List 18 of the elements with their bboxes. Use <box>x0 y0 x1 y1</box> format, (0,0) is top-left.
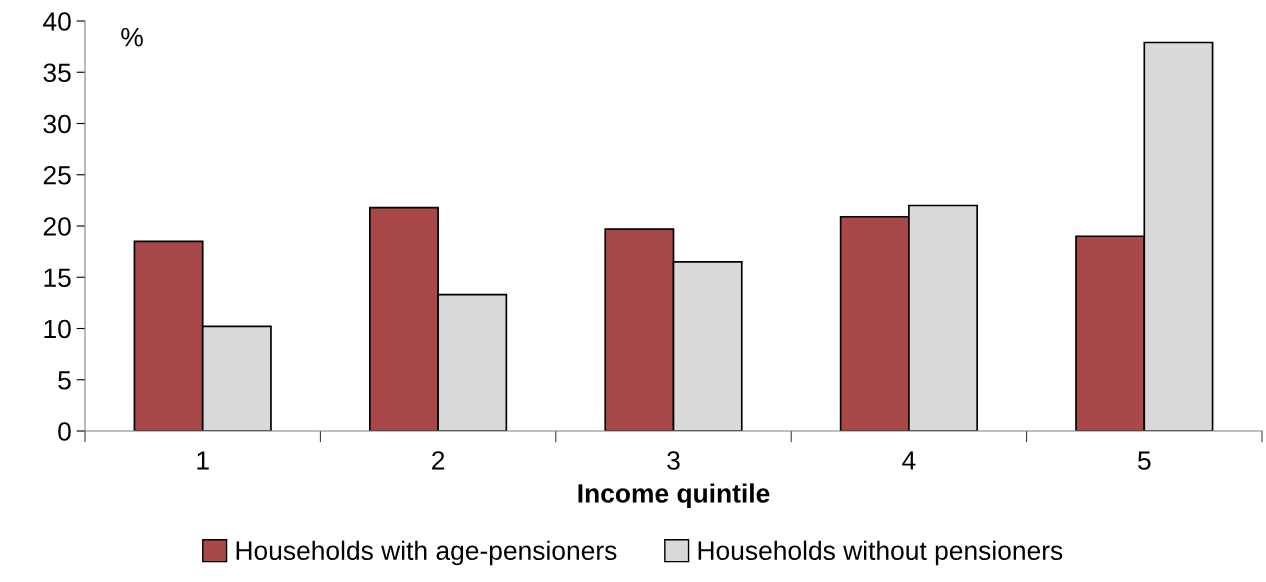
y-tick-label: 20 <box>43 217 71 236</box>
x-tick-label: 5 <box>1138 451 1151 470</box>
y-tick-label: 30 <box>43 114 71 134</box>
x-tick-label: 1 <box>197 451 209 470</box>
y-axis-title: % <box>121 27 143 47</box>
legend-label: Households without pensioners <box>698 540 1063 566</box>
y-tick-label: 25 <box>43 165 71 185</box>
y-tick-label: 35 <box>43 63 71 83</box>
y-tick-label: 10 <box>44 319 71 339</box>
x-tick-label: 4 <box>902 451 916 470</box>
x-tick-label: 3 <box>667 451 680 470</box>
y-tick-label: 15 <box>44 268 71 288</box>
x-axis-title: Income quintile <box>578 483 770 508</box>
y-tick-label: 5 <box>58 371 71 390</box>
y-tick-label: 0 <box>58 422 71 441</box>
y-tick-label: 40 <box>43 12 71 31</box>
x-tick-label: 2 <box>432 451 445 470</box>
legend-label: Households with age-pensioners <box>236 540 617 566</box>
